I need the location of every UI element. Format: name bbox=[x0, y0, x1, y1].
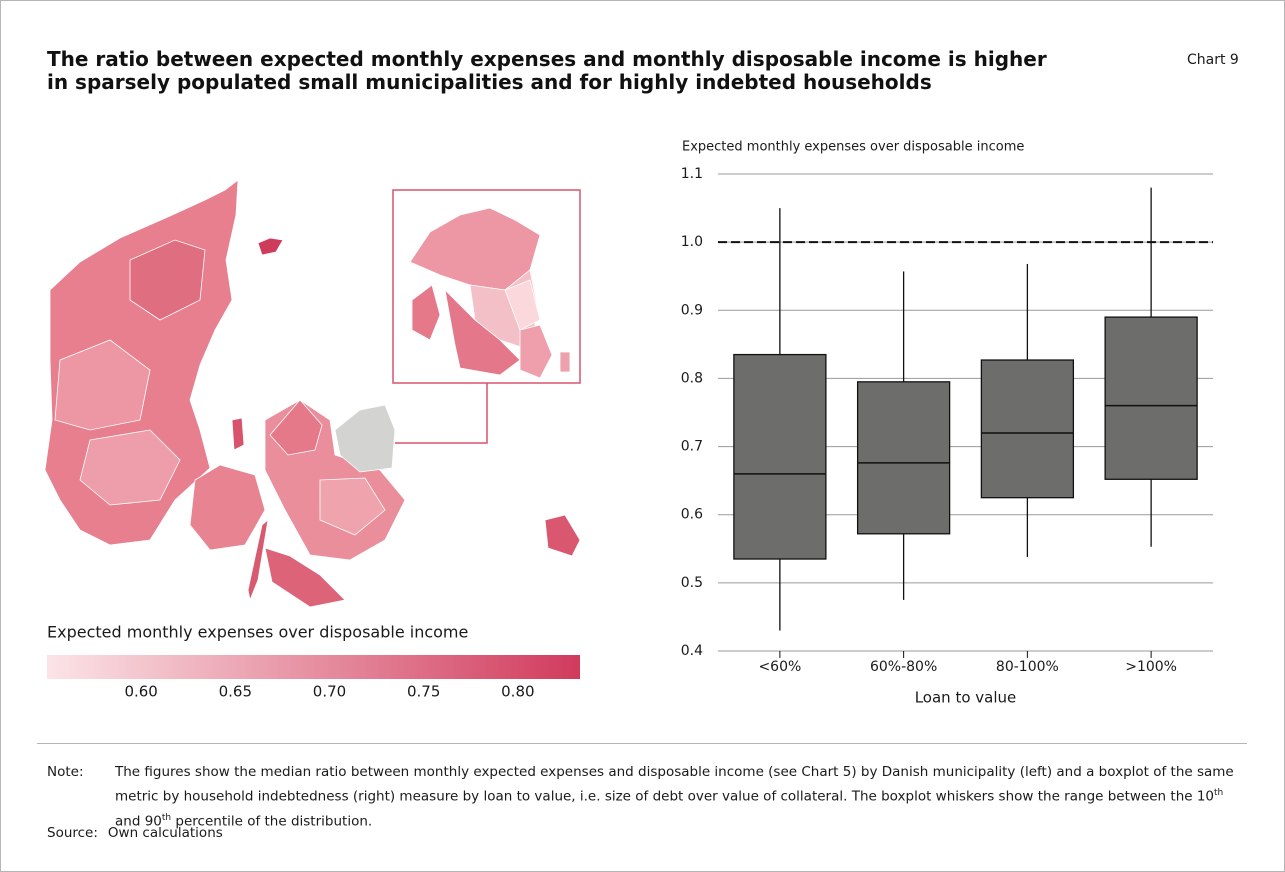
inset-region bbox=[444, 288, 521, 376]
chart-label: Chart 9 bbox=[1187, 52, 1239, 68]
note-label: Note: bbox=[47, 764, 84, 780]
y-tick-label: 1.0 bbox=[681, 234, 703, 250]
y-tick-label: 0.4 bbox=[681, 643, 703, 659]
title-line: in sparsely populated small municipaliti… bbox=[47, 70, 932, 94]
map bbox=[44, 179, 581, 608]
region bbox=[79, 429, 181, 506]
note-sup: th bbox=[1214, 788, 1224, 798]
region bbox=[54, 339, 151, 431]
x-tick-label: 80-100% bbox=[996, 659, 1059, 675]
langeland bbox=[247, 519, 269, 602]
y-tick-label: 1.1 bbox=[681, 166, 703, 182]
funen bbox=[189, 464, 266, 551]
colorbar-tick-label: 0.75 bbox=[407, 683, 440, 701]
inset-connector bbox=[395, 383, 488, 444]
divider bbox=[37, 743, 1247, 744]
bornholm bbox=[544, 514, 581, 557]
note-text: The figures show the median ratio betwee… bbox=[115, 762, 1247, 832]
source: Source: Own calculations bbox=[47, 825, 223, 841]
inset-region bbox=[559, 351, 571, 373]
colorbar-tick-label: 0.70 bbox=[313, 683, 346, 701]
x-tick-label: >100% bbox=[1125, 659, 1177, 675]
note-part: The figures show the median ratio betwee… bbox=[115, 764, 1234, 805]
note-part: and 90 bbox=[115, 813, 162, 829]
region bbox=[319, 477, 386, 536]
note-sup: th bbox=[161, 812, 172, 823]
x-tick-label: <60% bbox=[758, 659, 801, 675]
inset-region bbox=[504, 279, 541, 331]
y-tick-label: 0.6 bbox=[681, 507, 703, 523]
y-tick-label: 0.9 bbox=[681, 302, 703, 318]
region bbox=[231, 417, 245, 451]
colorbar-tick-label: 0.60 bbox=[124, 683, 157, 701]
box bbox=[733, 353, 827, 560]
x-axis-title: Loan to value bbox=[915, 689, 1017, 707]
colorbar: Expected monthly expenses over disposabl… bbox=[47, 623, 580, 701]
note: Note: The figures show the median ratio … bbox=[47, 762, 1247, 832]
inset-region bbox=[409, 207, 541, 291]
inset-region bbox=[411, 284, 441, 341]
colorbar-title: Expected monthly expenses over disposabl… bbox=[47, 623, 468, 642]
region bbox=[269, 399, 323, 456]
note-part: percentile of the distribution. bbox=[171, 813, 373, 829]
source-text: Own calculations bbox=[107, 825, 223, 841]
lolland-falster bbox=[264, 547, 346, 608]
y-tick-label: 0.5 bbox=[681, 575, 703, 591]
colorbar-tick-label: 0.80 bbox=[501, 683, 534, 701]
y-tick-label: 0.8 bbox=[681, 370, 703, 386]
title-line: The ratio between expected monthly expen… bbox=[47, 47, 1047, 71]
y-axis-title: Expected monthly expenses over disposabl… bbox=[682, 140, 1024, 155]
source-label: Source: bbox=[47, 825, 98, 841]
laeso bbox=[257, 237, 284, 256]
inset bbox=[392, 189, 581, 444]
box bbox=[856, 381, 951, 535]
box bbox=[980, 359, 1075, 499]
box bbox=[1104, 316, 1198, 480]
colorbar-tick-label: 0.65 bbox=[219, 683, 252, 701]
region bbox=[129, 239, 206, 321]
title: The ratio between expected monthly expen… bbox=[47, 48, 1047, 94]
x-tick-label: 60%-80% bbox=[870, 659, 937, 675]
inset-region bbox=[519, 324, 553, 379]
y-tick-label: 0.7 bbox=[681, 439, 703, 455]
colorbar-ramp bbox=[47, 655, 580, 679]
copenhagen bbox=[334, 404, 396, 473]
